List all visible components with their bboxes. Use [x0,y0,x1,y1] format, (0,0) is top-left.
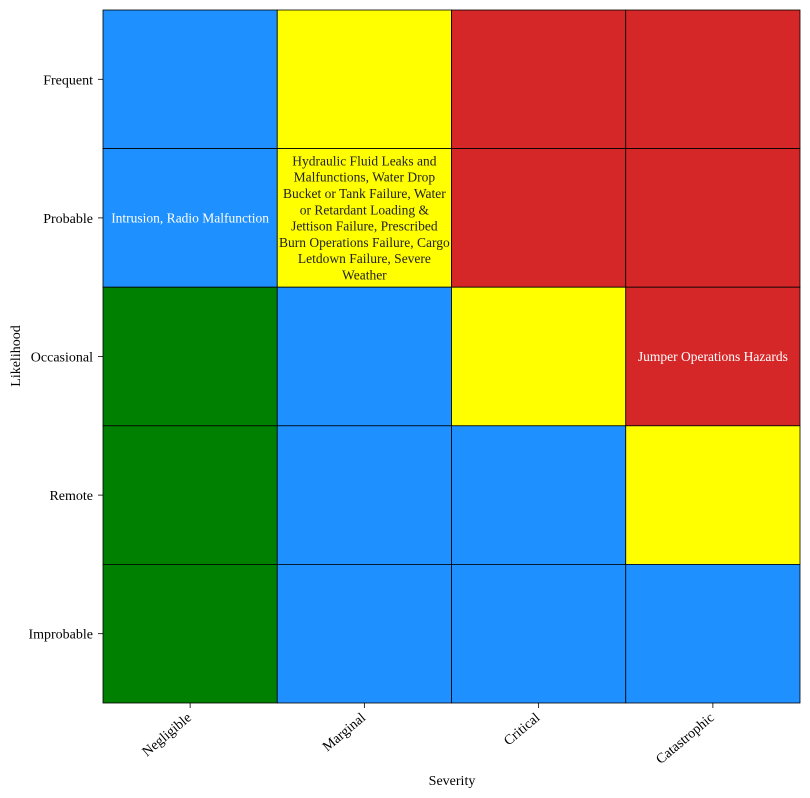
y-axis-label: Likelihood [9,325,24,386]
y-tick-label: Frequent [43,73,93,88]
heatmap-cell-frequent-negligible [102,9,278,150]
cell-label-probable-marginal: Hydraulic Fluid Leaks and Malfunctions, W… [279,153,450,282]
x-tick-label: Critical [501,711,543,750]
heatmap-cell-occasional-negligible [102,286,278,427]
heatmap-cell-probable-catastrophic [625,148,801,288]
heatmap-cell-improbable-critical [451,564,627,704]
cell-label-probable-negligible: Intrusion, Radio Malfunction [111,210,269,225]
heatmap-cell-improbable-negligible [102,564,278,704]
heatmap-cells [102,9,801,704]
x-axis-label: Severity [429,774,476,789]
x-tick-label: Catastrophic [654,711,718,768]
y-tick-label: Remote [49,489,93,504]
heatmap-cell-occasional-critical [451,286,627,427]
heatmap-cell-labels: Intrusion, Radio Malfunction Hydraulic Fl… [111,153,788,364]
x-axis-ticks: Negligible Marginal Critical Catastrophic [140,703,718,768]
x-tick-label: Negligible [140,711,195,760]
heatmap-cell-occasional-catastrophic [625,286,801,427]
x-tick-label: Marginal [320,711,369,755]
heatmap-cell-frequent-marginal [276,9,452,150]
heatmap-cell-probable-marginal [276,148,452,288]
heatmap-cell-occasional-marginal [276,286,452,427]
cell-label-occasional-catastrophic: Jumper Operations Hazards [638,349,788,364]
y-tick-label: Probable [43,212,93,227]
heatmap-cell-remote-catastrophic [625,425,801,565]
y-tick-label: Improbable [28,628,93,643]
heatmap-cell-frequent-critical [451,9,627,150]
y-tick-label: Occasional [31,351,93,366]
heatmap-cell-probable-negligible [102,148,278,288]
heatmap-cell-improbable-catastrophic [625,564,801,704]
heatmap-cell-remote-critical [451,425,627,565]
y-axis-ticks: Frequent Probable Occasional Remote Improbab… [28,73,103,643]
heatmap-cell-remote-marginal [276,425,452,565]
heatmap-cell-probable-critical [451,148,627,288]
heatmap-cell-frequent-catastrophic [625,9,801,150]
heatmap-cell-remote-negligible [102,425,278,565]
heatmap-cell-improbable-marginal [276,564,452,704]
